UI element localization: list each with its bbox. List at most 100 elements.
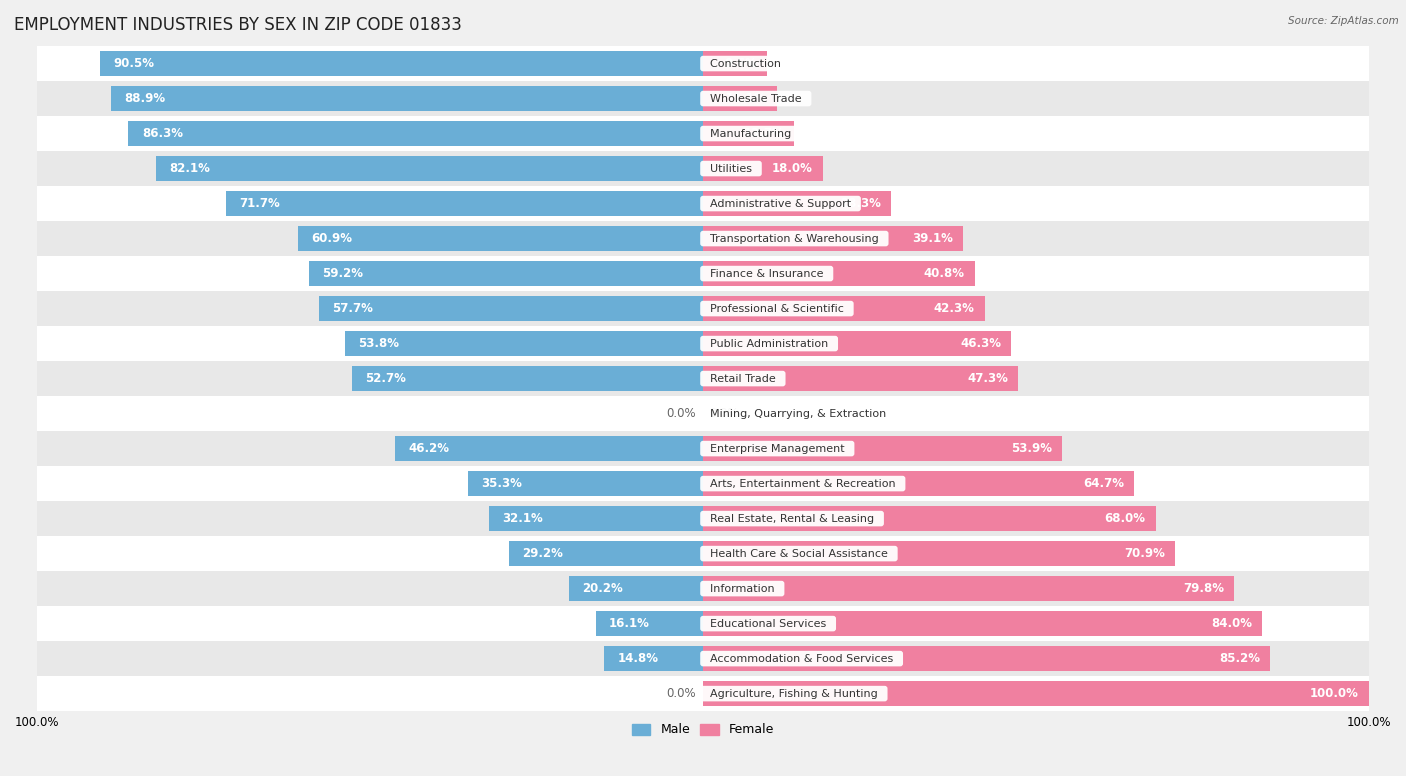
Text: EMPLOYMENT INDUSTRIES BY SEX IN ZIP CODE 01833: EMPLOYMENT INDUSTRIES BY SEX IN ZIP CODE… [14,16,463,33]
Text: 82.1%: 82.1% [170,162,211,175]
Bar [37,291,1369,326]
Text: Retail Trade: Retail Trade [703,373,783,383]
Text: Source: ZipAtlas.com: Source: ZipAtlas.com [1288,16,1399,26]
Text: 60.9%: 60.9% [311,232,352,245]
Text: 18.0%: 18.0% [772,162,813,175]
Bar [37,396,1369,431]
Text: 28.3%: 28.3% [841,197,882,210]
Bar [344,331,703,356]
Bar [489,506,703,532]
Bar [703,541,1175,566]
Text: 13.7%: 13.7% [744,127,785,140]
Bar [37,256,1369,291]
Text: 100.0%: 100.0% [1310,687,1358,700]
Bar [703,121,794,146]
Text: Public Administration: Public Administration [703,338,835,348]
Text: Information: Information [703,584,782,594]
Text: 0.0%: 0.0% [666,407,696,420]
Bar [319,296,703,321]
Text: Enterprise Management: Enterprise Management [703,444,852,454]
Bar [37,151,1369,186]
Text: Accommodation & Food Services: Accommodation & Food Services [703,653,900,663]
Bar [37,46,1369,81]
Text: Utilities: Utilities [703,164,759,174]
Bar [128,121,703,146]
Bar [156,156,703,181]
Text: 11.1%: 11.1% [725,92,766,105]
Bar [37,536,1369,571]
Bar [703,471,1133,496]
Text: Health Care & Social Assistance: Health Care & Social Assistance [703,549,894,559]
Bar [37,676,1369,711]
Bar [37,501,1369,536]
Text: 20.2%: 20.2% [582,582,623,595]
Bar [352,366,703,391]
Text: 46.3%: 46.3% [960,337,1001,350]
Bar [37,641,1369,676]
Bar [703,611,1263,636]
Text: 90.5%: 90.5% [114,57,155,70]
Text: 47.3%: 47.3% [967,372,1008,385]
Text: 39.1%: 39.1% [912,232,953,245]
Text: 9.6%: 9.6% [724,57,756,70]
Bar [703,226,963,251]
Bar [703,261,974,286]
Bar [37,431,1369,466]
Text: 29.2%: 29.2% [522,547,562,560]
Text: 88.9%: 88.9% [125,92,166,105]
Text: Agriculture, Fishing & Hunting: Agriculture, Fishing & Hunting [703,688,884,698]
Text: 46.2%: 46.2% [409,442,450,455]
Bar [703,156,823,181]
Bar [703,51,766,76]
Text: 40.8%: 40.8% [924,267,965,280]
Text: 0.0%: 0.0% [710,407,740,420]
Bar [309,261,703,286]
Text: 59.2%: 59.2% [322,267,363,280]
Bar [37,571,1369,606]
Bar [703,506,1156,532]
Text: Administrative & Support: Administrative & Support [703,199,858,209]
Text: Transportation & Warehousing: Transportation & Warehousing [703,234,886,244]
Bar [100,51,703,76]
Bar [568,576,703,601]
Text: 0.0%: 0.0% [666,687,696,700]
Bar [37,326,1369,361]
Text: 53.9%: 53.9% [1011,442,1052,455]
Text: 52.7%: 52.7% [366,372,406,385]
Text: 71.7%: 71.7% [239,197,280,210]
Legend: Male, Female: Male, Female [627,719,779,741]
Bar [111,86,703,111]
Bar [37,221,1369,256]
Text: Wholesale Trade: Wholesale Trade [703,94,808,103]
Text: 64.7%: 64.7% [1083,477,1123,490]
Bar [703,646,1270,671]
Text: 79.8%: 79.8% [1184,582,1225,595]
Bar [37,186,1369,221]
Text: Real Estate, Rental & Leasing: Real Estate, Rental & Leasing [703,514,882,524]
Text: Construction: Construction [703,58,787,68]
Bar [605,646,703,671]
Bar [596,611,703,636]
Text: 42.3%: 42.3% [934,302,974,315]
Bar [37,606,1369,641]
Bar [37,116,1369,151]
Text: Arts, Entertainment & Recreation: Arts, Entertainment & Recreation [703,479,903,489]
Bar [509,541,703,566]
Text: 57.7%: 57.7% [332,302,373,315]
Text: 32.1%: 32.1% [502,512,543,525]
Text: 14.8%: 14.8% [617,652,659,665]
Text: Manufacturing: Manufacturing [703,129,799,139]
Bar [37,466,1369,501]
Text: Professional & Scientific: Professional & Scientific [703,303,851,314]
Text: Finance & Insurance: Finance & Insurance [703,268,831,279]
Text: 53.8%: 53.8% [359,337,399,350]
Text: 68.0%: 68.0% [1105,512,1146,525]
Bar [37,361,1369,396]
Text: 16.1%: 16.1% [609,617,650,630]
Bar [703,86,778,111]
Bar [37,81,1369,116]
Bar [395,436,703,461]
Bar [703,576,1234,601]
Text: 86.3%: 86.3% [142,127,183,140]
Bar [703,191,891,217]
